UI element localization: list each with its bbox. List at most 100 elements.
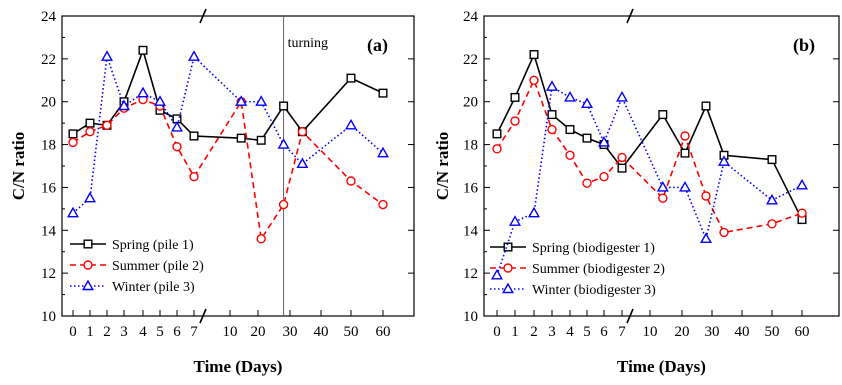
data-point: [277, 138, 290, 149]
data-point: [510, 92, 520, 102]
data-point: [377, 146, 389, 158]
x-tick-label: 50: [344, 324, 359, 340]
data-point: [84, 191, 96, 203]
data-point: [118, 99, 130, 111]
data-point: [345, 118, 357, 130]
y-tick-label: 18: [463, 138, 478, 154]
data-point: [546, 80, 558, 91]
legend-label: Spring (pile 1): [112, 238, 194, 253]
data-point: [565, 125, 575, 135]
x-tick-label: 30: [705, 324, 720, 340]
data-point: [171, 121, 183, 132]
legend-label: Summer (biodigester 2): [532, 262, 665, 277]
data-point: [718, 155, 730, 166]
data-point: [189, 131, 199, 141]
x-tick-label: 6: [173, 324, 181, 340]
data-point: [255, 95, 268, 106]
data-point: [547, 124, 557, 135]
x-tick-label: 3: [548, 324, 556, 340]
data-point: [378, 199, 388, 210]
data-point: [188, 50, 200, 61]
y-axis-label: C/N ratio: [9, 132, 28, 200]
y-tick-label: 18: [41, 138, 56, 154]
y-tick-label: 14: [463, 223, 479, 239]
data-point: [797, 208, 807, 218]
x-tick-label: 10: [643, 324, 658, 340]
data-point: [582, 133, 592, 143]
legend-marker: [82, 279, 94, 291]
series-line: [72, 98, 384, 242]
data-point: [101, 50, 113, 61]
legend-marker: [503, 263, 513, 273]
x-axis-label: Time (Days): [617, 357, 706, 376]
data-point: [236, 133, 246, 143]
data-point: [767, 155, 777, 165]
data-point: [564, 91, 576, 102]
x-axis-label: Time (Days): [194, 357, 283, 376]
x-tick-label: 0: [493, 324, 501, 340]
panel-label: (b): [793, 35, 815, 56]
data-point: [701, 191, 711, 201]
data-point: [510, 116, 520, 126]
y-tick-label: 10: [463, 309, 478, 325]
data-point: [598, 136, 610, 147]
data-point: [85, 118, 95, 128]
data-point: [656, 181, 669, 192]
data-point: [256, 135, 266, 145]
data-point: [547, 110, 557, 120]
x-tick-label: 1: [511, 324, 519, 340]
x-tick-label: 4: [139, 324, 147, 340]
x-tick-label: 40: [314, 324, 329, 340]
legend-label: Winter (pile 3): [112, 280, 195, 295]
series-circle: [492, 75, 807, 238]
x-tick-label: 5: [156, 324, 164, 340]
legend-label: Spring (biodigester 1): [532, 241, 655, 256]
data-point: [529, 50, 539, 60]
y-axis-label: C/N ratio: [433, 132, 452, 200]
x-tick-label: 2: [103, 324, 111, 340]
data-point: [492, 129, 502, 139]
data-point: [68, 137, 78, 148]
series-square: [68, 45, 388, 145]
data-point: [680, 148, 690, 158]
data-point: [581, 97, 593, 109]
data-point: [297, 127, 308, 137]
data-point: [172, 142, 182, 152]
data-point: [154, 95, 166, 106]
axis-break-bottom: [199, 308, 207, 324]
data-point: [138, 45, 148, 55]
x-tick-label: 6: [600, 324, 608, 340]
x-tick-label: 4: [566, 324, 574, 340]
data-point: [617, 152, 627, 163]
x-tick-label: 60: [795, 324, 810, 340]
legend-marker: [83, 239, 93, 249]
data-point: [565, 150, 575, 160]
axis-break-top: [626, 8, 634, 24]
y-tick-label: 12: [463, 266, 478, 282]
data-point: [68, 129, 78, 139]
data-point: [617, 163, 627, 173]
data-point: [582, 178, 592, 188]
legend-marker: [502, 282, 514, 294]
data-point: [509, 215, 521, 226]
data-point: [491, 268, 503, 280]
legend-label: Winter (biodigester 3): [532, 283, 656, 298]
data-point: [658, 193, 668, 203]
series-line: [496, 52, 803, 220]
y-tick-label: 12: [41, 266, 56, 282]
data-point: [137, 86, 149, 98]
x-tick-label: 50: [765, 324, 780, 340]
data-point: [701, 101, 711, 111]
data-point: [378, 88, 388, 98]
data-point: [296, 157, 309, 169]
data-point: [719, 227, 729, 238]
series-circle: [68, 94, 388, 244]
series-triangle: [491, 80, 808, 280]
data-point: [102, 120, 112, 130]
x-tick-label: 30: [283, 324, 298, 340]
y-tick-label: 20: [463, 95, 478, 111]
y-tick-label: 16: [463, 180, 479, 196]
series-square: [492, 50, 807, 225]
data-point: [256, 234, 266, 244]
